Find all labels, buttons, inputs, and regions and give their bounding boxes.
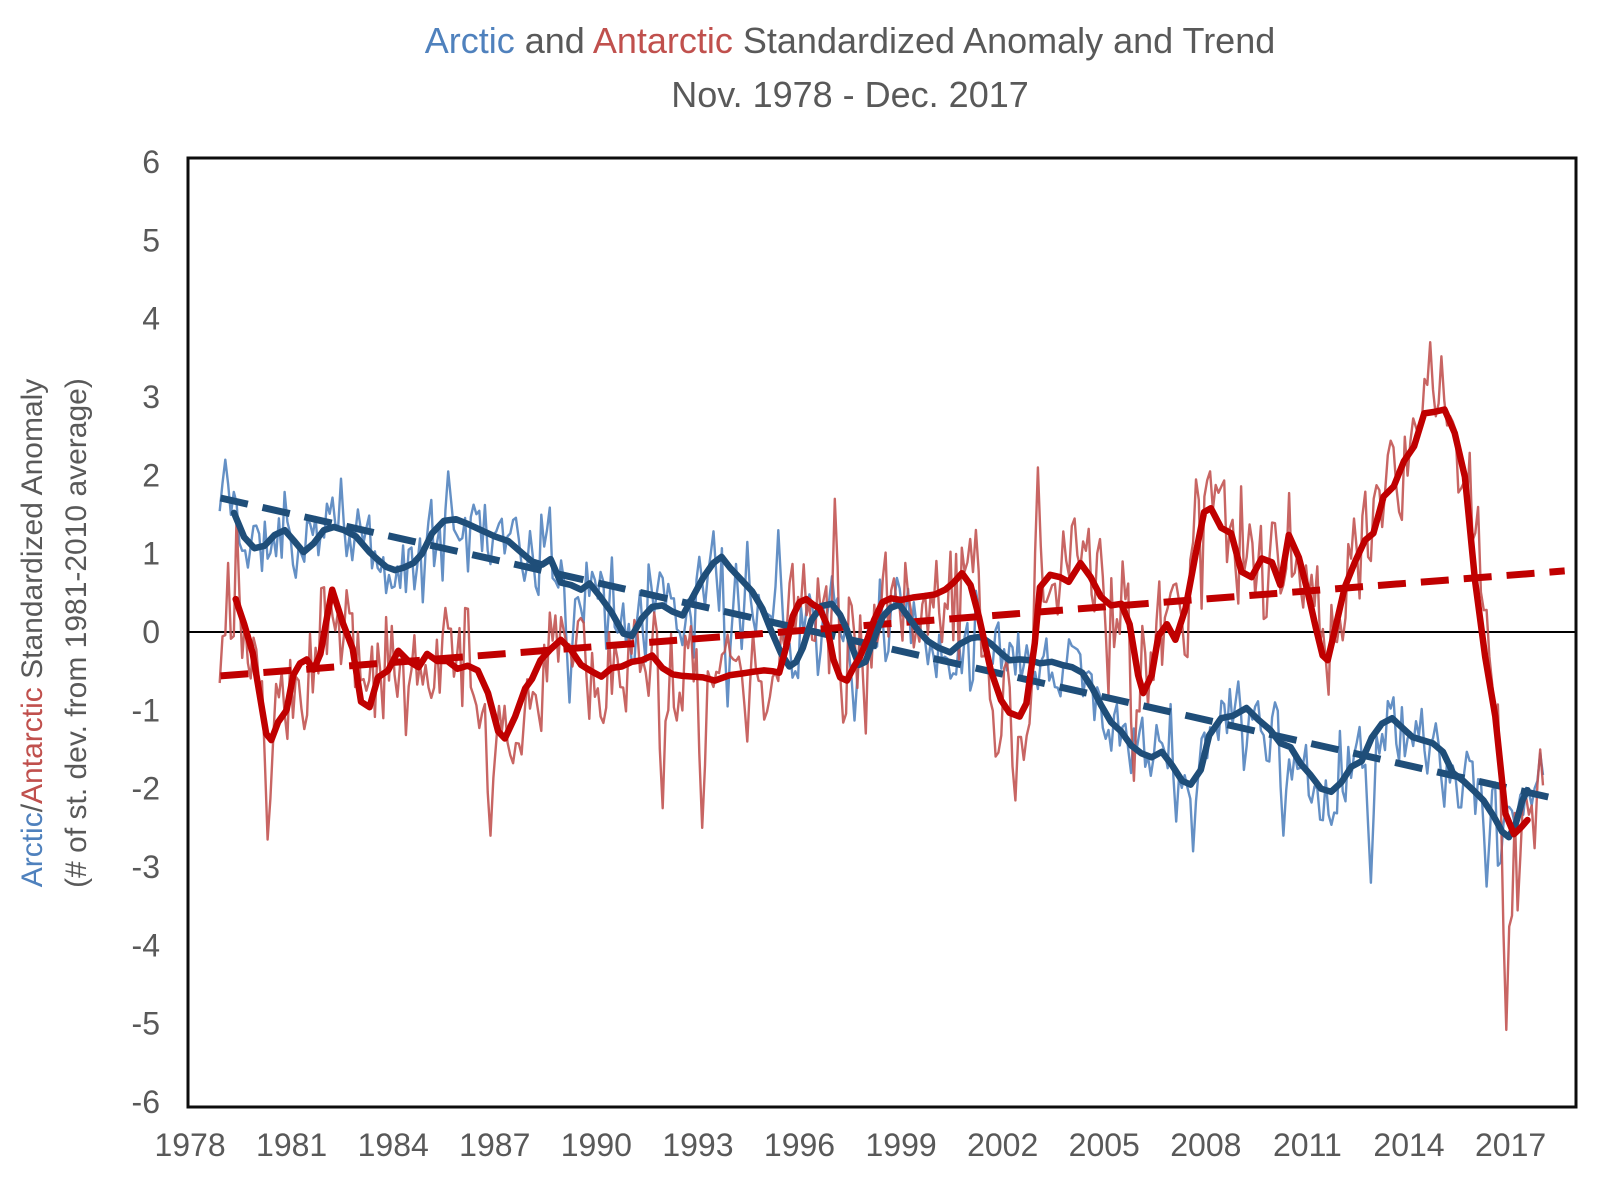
y-tick-label: -1 (132, 692, 160, 728)
y-axis-title-line2: (# of st. dev. from 1981-2010 average) (60, 378, 93, 888)
y-tick-label: 1 (142, 536, 160, 572)
antarctic-running-mean-line (232, 406, 1531, 838)
arctic-running-mean-line (230, 509, 1531, 841)
x-tick-label: 2011 (1273, 1127, 1342, 1163)
x-tick-label: 1993 (662, 1127, 733, 1163)
x-tick-label: 1987 (459, 1127, 530, 1163)
y-axis-title-line1: Arctic/Antarctic Standardized Anomaly (11, 133, 55, 1133)
chart-title: Arctic and Antarctic Standardized Anomal… (100, 14, 1600, 68)
antarctic-monthly-line (218, 341, 1545, 1032)
x-tick-label: 1984 (358, 1127, 429, 1163)
x-tick-label: 2008 (1170, 1127, 1241, 1163)
x-tick-label: 2017 (1475, 1127, 1546, 1163)
text-part: Arctic (16, 812, 49, 888)
text-part: Arctic (424, 20, 515, 61)
y-tick-label: 5 (142, 222, 160, 258)
y-tick-label: 4 (142, 301, 160, 337)
y-tick-label: -3 (132, 849, 160, 885)
y-tick-label: 6 (142, 144, 160, 180)
x-tick-label: 1996 (764, 1127, 835, 1163)
y-tick-label: 0 (142, 614, 160, 650)
y-tick-label: -4 (132, 927, 160, 963)
text-part: Antarctic (592, 20, 733, 61)
text-part: Standardized Anomaly and Trend (732, 20, 1276, 61)
y-tick-label: -6 (132, 1084, 160, 1120)
x-tick-label: 1990 (561, 1127, 632, 1163)
text-part: Antarctic (16, 687, 49, 804)
y-tick-label: -2 (132, 771, 160, 807)
y-axis-title: Arctic/Antarctic Standardized Anomaly (#… (11, 133, 103, 1133)
x-tick-label: 2002 (967, 1127, 1038, 1163)
x-tick-label: 1978 (154, 1127, 225, 1163)
arctic-trend-line (219, 494, 1558, 803)
plot-border (186, 156, 1578, 1109)
x-tick-label: 2014 (1373, 1127, 1444, 1163)
x-tick-label: 1981 (256, 1127, 327, 1163)
chart-subtitle: Nov. 1978 - Dec. 2017 (671, 74, 1029, 115)
y-tick-label: -5 (132, 1006, 160, 1042)
x-tick-label: 2005 (1069, 1127, 1140, 1163)
text-part: / (16, 803, 49, 813)
x-tick-label: 1999 (865, 1127, 936, 1163)
y-tick-label: 2 (142, 457, 160, 493)
text-part: and (514, 20, 593, 61)
y-tick-label: 3 (142, 379, 160, 415)
text-part: Standardized Anomaly (16, 378, 49, 688)
chart-title-block: Arctic and Antarctic Standardized Anomal… (100, 14, 1600, 122)
